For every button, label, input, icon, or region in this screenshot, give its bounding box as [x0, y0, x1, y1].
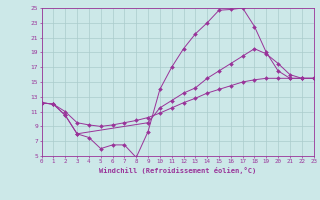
- X-axis label: Windchill (Refroidissement éolien,°C): Windchill (Refroidissement éolien,°C): [99, 167, 256, 174]
